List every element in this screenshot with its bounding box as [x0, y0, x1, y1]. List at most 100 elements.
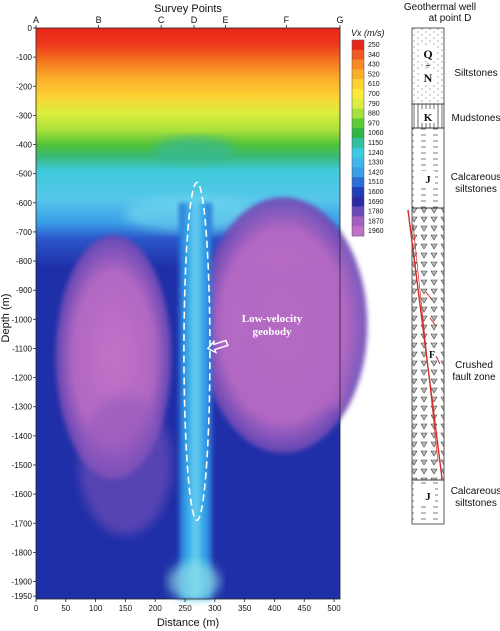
colorbar-level: 340 [368, 52, 380, 59]
unit-symbol-bg [421, 46, 435, 60]
colorbar-level: 1150 [368, 140, 383, 147]
survey-point-d: D [191, 15, 198, 25]
y-tick-label: -500 [16, 170, 33, 179]
well-title-line1: Geothermal well [404, 2, 476, 13]
unit-label-calcareous-1: Calcareous [451, 172, 500, 183]
colorbar-level: 970 [368, 120, 380, 127]
survey-point-b: B [96, 15, 102, 25]
colorbar-label: Vx (m/s) [351, 28, 385, 38]
unit-symbol-bg [427, 348, 437, 360]
annotation-text-line2: geobody [252, 326, 292, 338]
well-title-line2: at point D [429, 13, 472, 24]
annotation-arrow [206, 339, 229, 354]
colorbar-swatch [352, 187, 364, 198]
geobody-outline [183, 181, 211, 522]
y-tick-label: -1000 [12, 315, 33, 324]
unit-symbol-bg [421, 171, 435, 185]
colorbar-swatch [352, 147, 364, 158]
green-dip-zone [153, 136, 234, 165]
unit-label-siltstones-1: siltstones [455, 184, 497, 195]
left-lower-body [79, 394, 172, 535]
y-tick-label: -1800 [12, 548, 33, 557]
colorbar-swatch [352, 59, 364, 70]
fault-line [407, 209, 443, 479]
y-tick-label: -1500 [12, 461, 33, 470]
x-tick-label: 0 [34, 604, 39, 613]
y-tick-label: -400 [16, 141, 33, 150]
colorbar-level: 1780 [368, 209, 384, 216]
y-tick-label: -900 [16, 286, 33, 295]
unit-qn-column [411, 27, 445, 105]
y-tick-label: -1700 [12, 519, 33, 528]
x-tick-label: 300 [208, 604, 222, 613]
unit-label-mudstones: Mudstones [452, 113, 500, 124]
x-tick-label: 50 [61, 604, 70, 613]
unit-j-upper-column [411, 127, 445, 209]
colorbar-level: 1330 [368, 160, 384, 167]
y-tick-label: -1900 [12, 578, 33, 587]
fault-ticks [425, 291, 441, 365]
unit-label-fault-zone: fault zone [452, 372, 496, 383]
x-tick-label: 400 [268, 604, 282, 613]
colorbar-swatch [352, 40, 364, 51]
colorbar: Vx (m/s) 250 340 430 520 610 700 790 880 970 1060… [351, 28, 385, 237]
plot-frame [35, 27, 341, 600]
colorbar-swatch [352, 196, 364, 207]
unit-label-siltstones: Siltstones [454, 68, 497, 79]
unit-symbol-k: K [424, 112, 433, 124]
low-velocity-annotation: Low-velocity geobody [183, 181, 303, 522]
x-tick-label: 350 [238, 604, 252, 613]
y-tick-label: -1600 [12, 490, 33, 499]
colorbar-level: 1420 [368, 169, 384, 176]
survey-point-g: G [336, 15, 343, 25]
colorbar-level: 1240 [368, 150, 384, 157]
unit-label-siltstones-2: siltstones [455, 498, 497, 509]
unit-symbol-bg [421, 109, 435, 123]
survey-point-labels: A B C D E F G [33, 15, 344, 28]
colorbar-swatch [352, 98, 364, 109]
y-tick-label: -1100 [12, 344, 32, 353]
survey-point-e: E [223, 15, 229, 25]
y-tick-label: -700 [16, 228, 33, 237]
unit-symbol-n: N [424, 71, 433, 85]
fault-line-secondary [412, 223, 439, 463]
colorbar-level: 1960 [368, 228, 384, 235]
colorbar-tick-labels: 250 340 430 520 610 700 790 880 970 1060 1150 1240 1… [368, 42, 384, 235]
velocity-section [35, 27, 368, 602]
colorbar-swatch [352, 118, 364, 129]
axes: 0 50 100 150 200 250 300 350 400 450 500 0 -100 -200 -… [12, 24, 342, 613]
colorbar-level: 1060 [368, 130, 384, 137]
colorbar-level: 430 [368, 62, 380, 69]
colorbar-level: 1600 [368, 189, 384, 196]
colorbar-swatch [352, 79, 364, 90]
colorbar-swatch [352, 167, 364, 178]
x-tick-label: 150 [119, 604, 133, 613]
unit-symbol-j-upper: J [425, 174, 431, 186]
colorbar-swatch [352, 69, 364, 80]
x-axis-label: Distance (m) [157, 617, 219, 629]
colorbar-level: 880 [368, 111, 380, 118]
colorbar-frame [351, 39, 365, 237]
colorbar-level: 1690 [368, 199, 384, 206]
unit-symbol-plus: + [425, 61, 431, 72]
y-tick-label: -800 [16, 257, 33, 266]
colorbar-level: 1510 [368, 179, 384, 186]
unit-symbol-bg [421, 70, 435, 84]
colorbar-swatch [352, 206, 364, 217]
velocity-anomalies [55, 136, 368, 602]
y-tick-label: 0 [28, 24, 33, 33]
colorbar-swatch [352, 128, 364, 139]
survey-point-a: A [33, 15, 39, 25]
right-body-edge [243, 266, 342, 407]
colorbar-level: 1870 [368, 218, 384, 225]
x-tick-label: 200 [149, 604, 163, 613]
colorbar-swatch [352, 138, 364, 149]
unit-symbol-f: F [429, 350, 435, 361]
colorbar-level: 790 [368, 101, 380, 108]
y-tick-label: -1400 [12, 432, 33, 441]
x-tick-label: 100 [89, 604, 103, 613]
unit-label-calcareous-2: Calcareous [451, 486, 500, 497]
well-log: Geothermal well at point D Q + N K J F J… [404, 2, 500, 525]
colorbar-level: 700 [368, 91, 380, 98]
